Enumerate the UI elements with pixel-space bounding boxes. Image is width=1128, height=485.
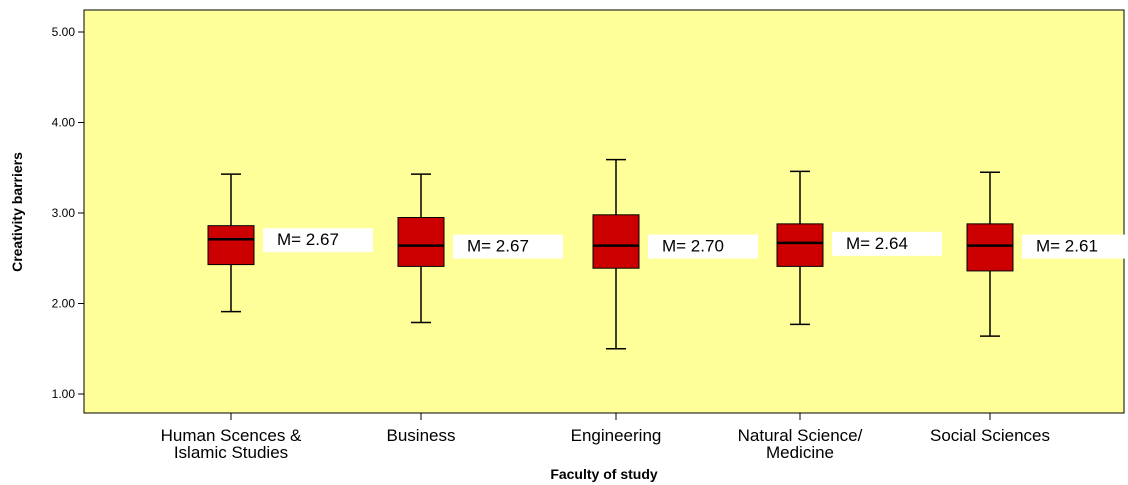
mean-label-box (263, 228, 373, 253)
x-category-label: Human Scences & Islamic Studies (161, 426, 302, 462)
x-category-label: Social Sciences (930, 426, 1050, 445)
y-tick-label: 3.00 (52, 206, 76, 220)
y-tick-label: 2.00 (52, 297, 76, 311)
mean-label-box (1022, 234, 1128, 259)
mean-label: M= 2.67 (277, 230, 339, 249)
mean-label-box (832, 231, 942, 256)
x-category-label-line: Human Scences & (161, 426, 302, 445)
iqr-box (776, 223, 824, 267)
x-category-label: Business (387, 426, 456, 445)
y-tick-label: 5.00 (52, 25, 76, 39)
mean-label-box (648, 234, 758, 259)
y-tick-label: 1.00 (52, 387, 76, 401)
y-tick-label: 4.00 (52, 116, 76, 130)
x-category-label-line: Engineering (571, 426, 662, 445)
x-category-label-line: Social Sciences (930, 426, 1050, 445)
boxes-group: M= 2.67 M= 2.67 M= 2.70 M= 2.64 M= 2.61 (207, 158, 1128, 350)
iqr-box (397, 217, 445, 267)
mean-label-box (453, 234, 563, 259)
box-4: M= 2.64 (776, 170, 942, 326)
mean-label: M= 2.67 (467, 237, 529, 256)
x-category-label-line: Business (387, 426, 456, 445)
iqr-box (592, 214, 640, 269)
y-axis-title: Creativity barriers (9, 152, 25, 272)
mean-label: M= 2.61 (1036, 237, 1098, 256)
x-category-label-line: Medicine (766, 443, 834, 462)
x-axis-title: Faculty of study (550, 466, 658, 482)
iqr-box (207, 225, 255, 266)
y-axis: 1.00 2.00 3.00 4.00 5.00 (52, 25, 84, 401)
box-5: M= 2.61 (966, 171, 1128, 337)
x-category-label: Natural Science/Medicine (738, 426, 863, 462)
x-axis: Human Scences & Islamic Studies Business En… (161, 413, 1050, 462)
mean-label: M= 2.64 (846, 234, 908, 253)
plot-area (83, 9, 1125, 414)
x-category-label-line: Natural Science/ (738, 426, 863, 445)
box-3: M= 2.70 (592, 158, 758, 350)
box-2: M= 2.67 (397, 173, 563, 324)
box-1: M= 2.67 (207, 173, 373, 313)
mean-label: M= 2.70 (662, 237, 724, 256)
x-category-label: Engineering (571, 426, 662, 445)
iqr-box (966, 223, 1014, 272)
x-category-label-line: Islamic Studies (174, 443, 288, 462)
